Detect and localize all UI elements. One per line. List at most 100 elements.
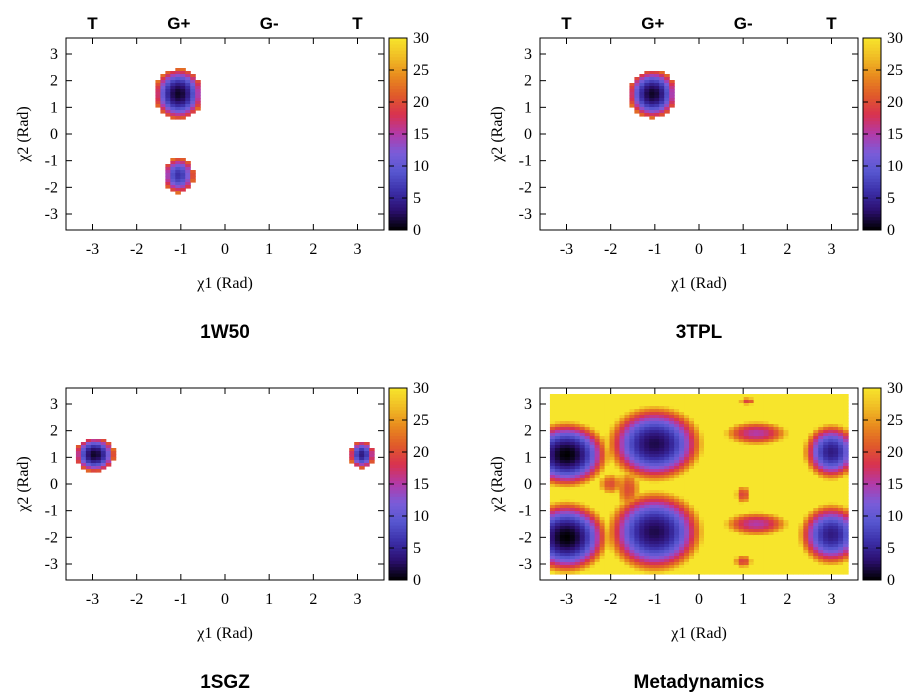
heatmap-cell: [594, 496, 601, 500]
heatmap-cell: [95, 469, 102, 473]
heatmap-cell: [95, 451, 102, 455]
heatmap-cell: [609, 538, 616, 542]
heatmap-cell: [634, 505, 640, 509]
heatmap-cell: [748, 415, 755, 419]
heatmap-cell: [743, 481, 750, 485]
heatmap-cell: [574, 478, 581, 482]
heatmap-cell: [559, 445, 566, 449]
heatmap-cell: [579, 448, 586, 452]
heatmap-cell: [803, 514, 809, 518]
heatmap-cell: [808, 493, 814, 497]
heatmap-cell: [659, 104, 665, 108]
heatmap-cell: [614, 511, 621, 515]
heatmap-cell: [664, 493, 670, 497]
heatmap-cell: [838, 415, 844, 419]
heatmap-cell: [818, 550, 824, 554]
heatmap-cell: [763, 415, 770, 419]
heatmap-cell: [165, 77, 171, 81]
heatmap-cell: [579, 442, 586, 446]
heatmap-cell: [594, 541, 601, 545]
heatmap-cell: [609, 490, 616, 494]
heatmap-cell: [604, 430, 611, 434]
heatmap-cell: [798, 403, 804, 407]
heatmap-cell: [180, 185, 186, 189]
heatmap-cell: [713, 487, 720, 491]
heatmap-cell: [644, 421, 650, 425]
heatmap-cell: [808, 448, 814, 452]
heatmap-cell: [679, 418, 685, 422]
heatmap-cell: [843, 430, 849, 434]
heatmap-cell: [654, 442, 660, 446]
heatmap-cell: [833, 541, 839, 545]
heatmap-cell: [699, 505, 705, 509]
heatmap-cell: [674, 418, 680, 422]
heatmap-cell: [664, 547, 670, 551]
heatmap-cell: [773, 475, 780, 479]
heatmap-cell: [659, 83, 665, 87]
heatmap-cell: [833, 397, 839, 401]
heatmap-cell: [733, 433, 740, 437]
heatmap-cell: [170, 164, 176, 168]
heatmap-cell: [100, 466, 107, 470]
heatmap-cell: [778, 457, 785, 461]
heatmap-cell: [793, 454, 799, 458]
heatmap-cell: [599, 529, 606, 533]
heatmap-cell: [838, 526, 844, 530]
heatmap-cell: [614, 418, 621, 422]
heatmap-cell: [713, 442, 720, 446]
heatmap-cell: [689, 526, 695, 530]
heatmap-cell: [654, 514, 660, 518]
heatmap-cell: [579, 511, 586, 515]
heatmap-cell: [753, 520, 760, 524]
heatmap-cell: [634, 502, 640, 506]
heatmap-cell: [808, 430, 814, 434]
heatmap-cell: [758, 538, 765, 542]
heatmap-cell: [654, 508, 660, 512]
heatmap-cell: [569, 547, 576, 551]
colorbar-segment: [389, 140, 407, 145]
heatmap-cell: [684, 397, 690, 401]
heatmap-cell: [604, 469, 611, 473]
heatmap-cell: [753, 460, 760, 464]
heatmap-cell: [669, 520, 675, 524]
heatmap-cell: [609, 472, 616, 476]
heatmap-cell: [708, 415, 715, 419]
heatmap-cell: [654, 541, 660, 545]
heatmap-cell: [589, 487, 596, 491]
heatmap-cell: [569, 541, 576, 545]
heatmap-cell: [738, 478, 745, 482]
heatmap-cell: [813, 469, 819, 473]
heatmap-cell: [594, 559, 601, 563]
heatmap-cell: [723, 487, 730, 491]
heatmap-cell: [679, 421, 685, 425]
heatmap-cell: [624, 529, 631, 533]
heatmap-cell: [788, 481, 795, 485]
colorbar-segment: [863, 490, 881, 495]
heatmap-cell: [624, 481, 631, 485]
heatmap-cell: [674, 529, 680, 533]
heatmap-cell: [689, 556, 695, 560]
heatmap-cell: [838, 499, 844, 503]
heatmap-cell: [718, 520, 725, 524]
heatmap-cell: [793, 445, 799, 449]
heatmap-cell: [738, 544, 745, 548]
heatmap-cell: [843, 541, 849, 545]
heatmap-cell: [718, 523, 725, 527]
heatmap-cell: [843, 415, 849, 419]
heatmap-cell: [180, 104, 186, 108]
heatmap-cell: [699, 463, 705, 467]
heatmap-cell: [783, 457, 790, 461]
heatmap-cell: [659, 481, 665, 485]
heatmap-cell: [669, 547, 675, 551]
heatmap-cell: [843, 454, 849, 458]
heatmap-cell: [624, 508, 631, 512]
heatmap-cell: [554, 520, 561, 524]
heatmap-cell: [599, 499, 606, 503]
heatmap-cell: [733, 547, 740, 551]
colorbar-segment: [863, 448, 881, 453]
heatmap-cell: [569, 571, 576, 575]
heatmap-cell: [684, 511, 690, 515]
heatmap-cell: [733, 469, 740, 473]
heatmap-cell: [808, 544, 814, 548]
heatmap-cell: [75, 457, 82, 461]
